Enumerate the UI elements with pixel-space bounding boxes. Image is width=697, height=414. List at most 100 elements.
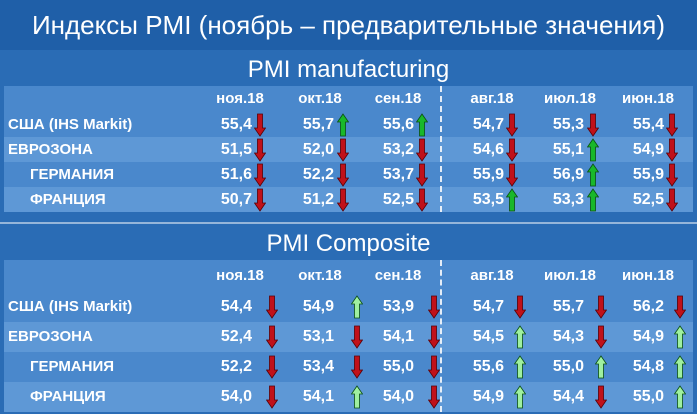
- column-header: авг.18: [470, 90, 514, 107]
- value-cell: 52,2: [302, 166, 334, 183]
- arrow-down-icon: [416, 188, 428, 212]
- arrow-up-icon: [351, 295, 363, 319]
- column-header: сен.18: [374, 267, 422, 284]
- row-label: ЕВРОЗОНА: [8, 141, 93, 158]
- value-cell: 55,0: [632, 388, 664, 405]
- value-cell: 51,2: [302, 191, 334, 208]
- arrow-down-icon: [506, 113, 518, 137]
- column-header: июн.18: [622, 267, 674, 284]
- column-header: ноя.18: [216, 90, 264, 107]
- value-cell: 54,1: [302, 388, 334, 405]
- value-cell: 54,6: [472, 141, 504, 158]
- arrow-down-icon: [337, 188, 349, 212]
- value-cell: 55,4: [220, 116, 252, 133]
- composite-table: ноя.18 окт.18 сен.18 авг.18 июл.18 июн.18 США …: [4, 260, 693, 412]
- column-header: окт.18: [298, 267, 342, 284]
- value-cell: 54,8: [632, 358, 664, 375]
- value-cell: 55,9: [472, 166, 504, 183]
- row-label: ФРАНЦИЯ: [30, 191, 106, 208]
- value-cell: 52,4: [220, 328, 252, 345]
- value-cell: 54,9: [472, 388, 504, 405]
- arrow-up-icon: [351, 385, 363, 409]
- value-cell: 55,3: [552, 116, 584, 133]
- value-cell: 54,4: [220, 298, 252, 315]
- manufacturing-table: ноя.18 окт.18 сен.18 авг.18 июл.18 июн.18 США …: [4, 86, 693, 212]
- column-header: июл.18: [543, 90, 597, 107]
- arrow-down-icon: [254, 113, 266, 137]
- manufacturing-header: PMI manufacturing: [247, 56, 450, 83]
- value-cell: 51,5: [220, 141, 252, 158]
- column-header: июл.18: [543, 267, 597, 284]
- arrow-up-icon: [587, 162, 599, 187]
- arrow-down-icon: [254, 163, 266, 187]
- value-cell: 50,7: [220, 191, 252, 208]
- arrow-down-icon: [266, 385, 278, 409]
- arrow-up-icon: [514, 355, 526, 379]
- arrow-down-icon: [428, 295, 440, 319]
- arrow-down-icon: [416, 163, 428, 187]
- column-header: сен.18: [374, 90, 422, 107]
- value-cell: 52,5: [632, 191, 664, 208]
- value-cell: 53,3: [552, 191, 584, 208]
- row-label: США (IHS Markit): [8, 298, 133, 315]
- arrow-up-icon: [674, 325, 686, 349]
- value-cell: 54,3: [552, 328, 584, 345]
- arrow-down-icon: [514, 295, 526, 319]
- value-cell: 55,0: [552, 358, 584, 375]
- value-cell: 54,9: [302, 298, 334, 315]
- arrow-up-icon: [674, 355, 686, 379]
- row-band: [4, 187, 693, 212]
- arrow-up-icon: [514, 325, 526, 349]
- period-separator: [440, 260, 442, 412]
- arrow-down-icon: [506, 163, 518, 187]
- row-label: ГЕРМАНИЯ: [30, 358, 115, 375]
- column-header: июн.18: [622, 90, 674, 107]
- arrow-down-icon: [416, 138, 428, 162]
- arrow-up-icon: [595, 355, 607, 379]
- value-cell: 54,4: [552, 388, 584, 405]
- row-label: ГЕРМАНИЯ: [30, 166, 115, 183]
- arrow-down-icon: [595, 295, 607, 319]
- value-cell: 54,9: [632, 141, 664, 158]
- value-cell: 56,9: [552, 166, 584, 183]
- arrow-down-icon: [337, 163, 349, 187]
- value-cell: 55,6: [472, 358, 504, 375]
- arrow-down-icon: [506, 138, 518, 162]
- composite-header: PMI Composite: [266, 230, 431, 257]
- row-label: США (IHS Markit): [8, 116, 133, 133]
- value-cell: 53,7: [382, 166, 414, 183]
- value-cell: 54,9: [632, 328, 664, 345]
- row-band: [4, 382, 693, 412]
- arrow-down-icon: [428, 325, 440, 349]
- section-divider: [0, 222, 697, 224]
- value-cell: 52,0: [302, 141, 334, 158]
- value-cell: 55,7: [552, 298, 584, 315]
- value-cell: 53,4: [302, 358, 334, 375]
- period-separator: [440, 86, 442, 212]
- value-cell: 54,1: [382, 328, 414, 345]
- arrow-up-icon: [674, 385, 686, 409]
- row-label: ЕВРОЗОНА: [8, 328, 93, 345]
- row-band: [4, 137, 693, 162]
- arrow-down-icon: [428, 355, 440, 379]
- arrow-down-icon: [254, 188, 266, 212]
- arrow-down-icon: [666, 138, 678, 162]
- value-cell: 51,6: [220, 166, 252, 183]
- value-cell: 54,0: [220, 388, 252, 405]
- arrow-down-icon: [254, 138, 266, 162]
- arrow-down-icon: [266, 355, 278, 379]
- arrow-down-icon: [428, 385, 440, 409]
- arrow-down-icon: [666, 188, 678, 212]
- row-label: ФРАНЦИЯ: [30, 388, 106, 405]
- value-cell: 56,2: [632, 298, 664, 315]
- value-cell: 54,5: [472, 328, 504, 345]
- value-cell: 55,4: [632, 116, 664, 133]
- value-cell: 55,1: [552, 141, 584, 158]
- arrow-down-icon: [266, 295, 278, 319]
- arrow-down-icon: [595, 385, 607, 409]
- value-cell: 55,0: [382, 358, 414, 375]
- arrow-down-icon: [351, 325, 363, 349]
- arrow-down-icon: [666, 113, 678, 137]
- arrow-up-icon: [416, 112, 428, 137]
